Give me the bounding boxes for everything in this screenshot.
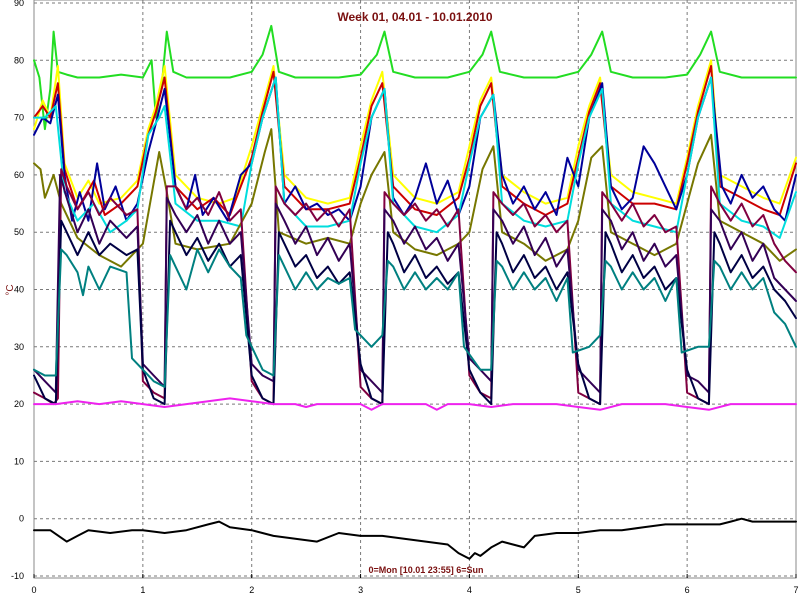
x-tick-label: 2 xyxy=(249,585,254,595)
series-line-5 xyxy=(33,76,797,239)
series-line-1 xyxy=(33,24,797,131)
series-line-12 xyxy=(33,517,797,560)
series-line-9 xyxy=(33,219,797,406)
y-tick-label: 40 xyxy=(14,285,24,295)
y-tick-label: -10 xyxy=(11,571,24,581)
series-line-3 xyxy=(33,65,797,216)
chart-title: Week 01, 04.01 - 10.01.2010 xyxy=(337,10,493,24)
y-tick-label: 90 xyxy=(14,0,24,8)
y-tick-label: 50 xyxy=(14,227,24,237)
y-tick-label: 60 xyxy=(14,170,24,180)
y-tick-label: 10 xyxy=(14,456,24,466)
y-tick-labels: -10 0 10 20 30 40 50 60 70 80 90 xyxy=(11,0,24,581)
x-tick-label: 3 xyxy=(358,585,363,595)
y-axis-label: °C xyxy=(5,284,16,295)
series-line-7 xyxy=(33,168,797,406)
x-tick-label: 5 xyxy=(576,585,581,595)
x-tick-labels: 0 1 2 3 4 5 6 7 xyxy=(31,574,799,595)
series-line-11 xyxy=(33,397,797,411)
x-tick-label: 7 xyxy=(793,585,798,595)
x-tick-label: 6 xyxy=(685,585,690,595)
y-tick-label: 30 xyxy=(14,342,24,352)
y-tick-label: 80 xyxy=(14,55,24,65)
series-lines xyxy=(33,24,797,560)
series-line-10 xyxy=(33,248,797,388)
chart-annotation: 0=Mon [10.01 23:55] 6=Sun xyxy=(368,565,483,575)
y-tick-label: 0 xyxy=(19,514,24,524)
x-tick-label: 1 xyxy=(140,585,145,595)
x-tick-label: 4 xyxy=(467,585,472,595)
x-tick-label: 0 xyxy=(31,585,36,595)
y-tick-label: 70 xyxy=(14,113,24,123)
grid-lines xyxy=(34,0,796,578)
series-line-6 xyxy=(33,128,797,268)
series-line-2 xyxy=(33,59,797,205)
y-tick-label: 20 xyxy=(14,399,24,409)
